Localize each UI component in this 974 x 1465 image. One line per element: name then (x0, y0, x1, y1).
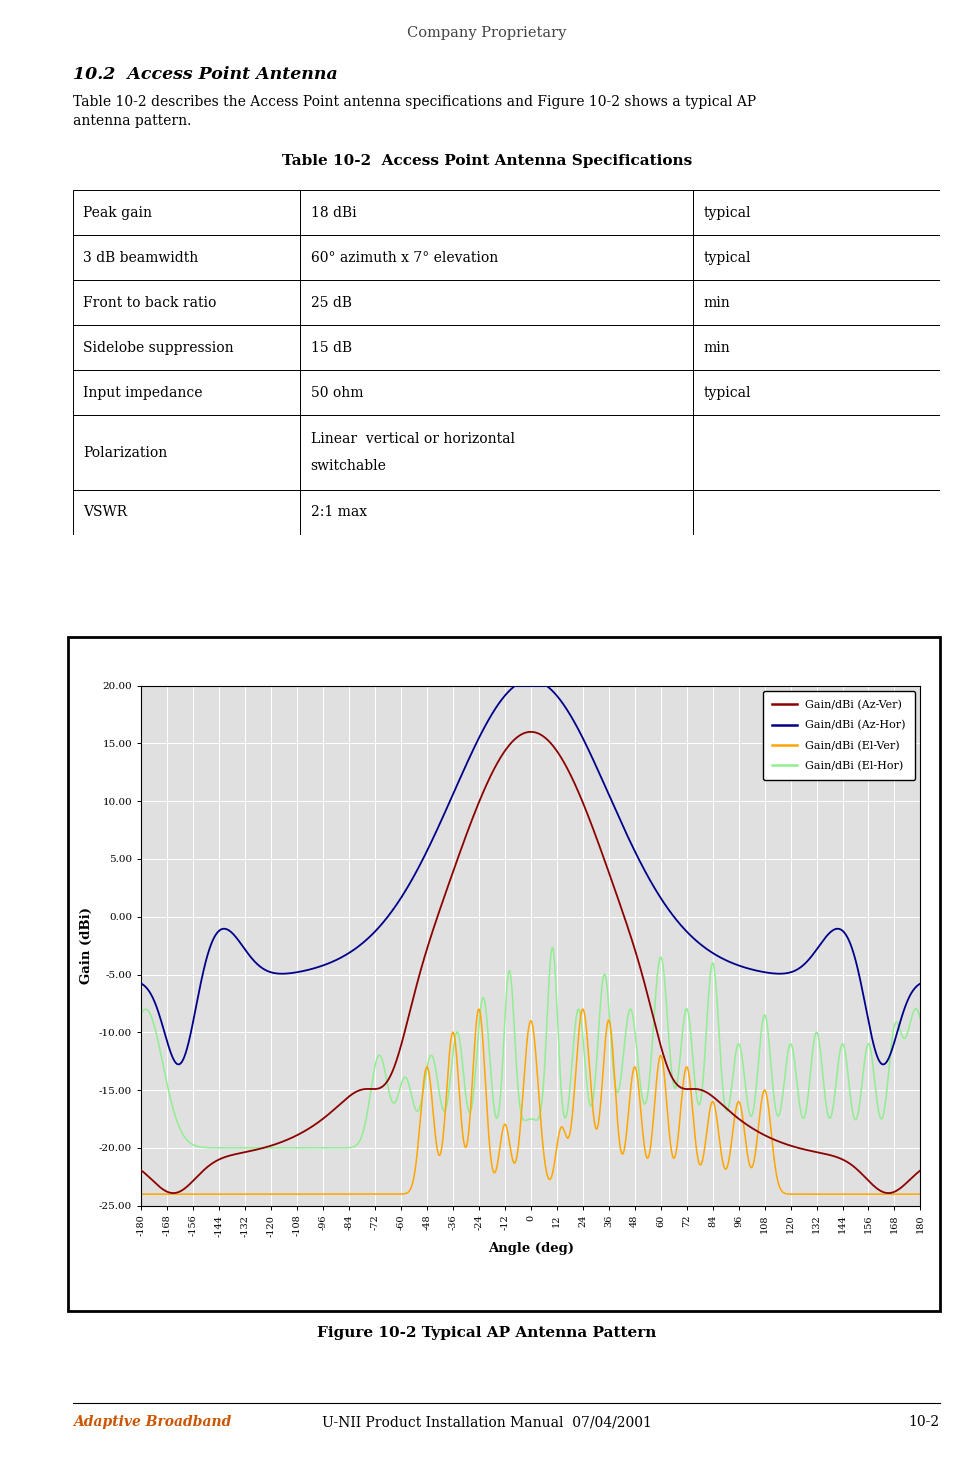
FancyBboxPatch shape (693, 325, 940, 371)
Text: Figure 10-2 Typical AP Antenna Pattern: Figure 10-2 Typical AP Antenna Pattern (318, 1326, 656, 1340)
Text: Front to back ratio: Front to back ratio (84, 296, 217, 311)
Text: Table 10-2  Access Point Antenna Specifications: Table 10-2 Access Point Antenna Specific… (281, 154, 693, 168)
Text: Company Proprietary: Company Proprietary (407, 26, 567, 41)
Text: U-NII Product Installation Manual  07/04/2001: U-NII Product Installation Manual 07/04/… (322, 1415, 652, 1430)
FancyBboxPatch shape (73, 489, 300, 535)
Text: 10-2: 10-2 (909, 1415, 940, 1430)
FancyBboxPatch shape (73, 416, 300, 489)
Text: 25 dB: 25 dB (311, 296, 352, 311)
FancyBboxPatch shape (73, 190, 300, 236)
FancyBboxPatch shape (693, 236, 940, 280)
X-axis label: Angle (deg): Angle (deg) (488, 1242, 574, 1256)
FancyBboxPatch shape (73, 371, 300, 416)
FancyBboxPatch shape (300, 236, 693, 280)
Text: min: min (703, 296, 730, 311)
Text: 2:1 max: 2:1 max (311, 505, 366, 519)
FancyBboxPatch shape (300, 416, 693, 489)
Text: VSWR: VSWR (84, 505, 128, 519)
FancyBboxPatch shape (300, 190, 693, 236)
Text: typical: typical (703, 207, 751, 220)
Text: typical: typical (703, 251, 751, 265)
Text: 15 dB: 15 dB (311, 341, 352, 355)
Text: switchable: switchable (311, 459, 387, 473)
FancyBboxPatch shape (693, 371, 940, 416)
Text: min: min (703, 341, 730, 355)
FancyBboxPatch shape (693, 489, 940, 535)
FancyBboxPatch shape (73, 236, 300, 280)
FancyBboxPatch shape (693, 416, 940, 489)
Text: Sidelobe suppression: Sidelobe suppression (84, 341, 234, 355)
Text: Linear  vertical or horizontal: Linear vertical or horizontal (311, 432, 514, 447)
Text: 10.2  Access Point Antenna: 10.2 Access Point Antenna (73, 66, 338, 84)
FancyBboxPatch shape (693, 190, 940, 236)
Legend: Gain/dBi (Az-Ver), Gain/dBi (Az-Hor), Gain/dBi (El-Ver), Gain/dBi (El-Hor): Gain/dBi (Az-Ver), Gain/dBi (Az-Hor), Ga… (764, 691, 915, 781)
FancyBboxPatch shape (300, 489, 693, 535)
Text: Polarization: Polarization (84, 445, 168, 460)
FancyBboxPatch shape (300, 280, 693, 325)
Text: Input impedance: Input impedance (84, 385, 203, 400)
FancyBboxPatch shape (693, 280, 940, 325)
Text: Table 10-2 describes the Access Point antenna specifications and Figure 10-2 sho: Table 10-2 describes the Access Point an… (73, 95, 756, 127)
FancyBboxPatch shape (300, 371, 693, 416)
Text: typical: typical (703, 385, 751, 400)
Text: 3 dB beamwidth: 3 dB beamwidth (84, 251, 199, 265)
FancyBboxPatch shape (300, 325, 693, 371)
FancyBboxPatch shape (73, 280, 300, 325)
Text: Adaptive Broadband: Adaptive Broadband (73, 1415, 232, 1430)
Text: Peak gain: Peak gain (84, 207, 153, 220)
FancyBboxPatch shape (73, 325, 300, 371)
Text: 50 ohm: 50 ohm (311, 385, 363, 400)
Y-axis label: Gain (dBi): Gain (dBi) (81, 907, 94, 984)
Text: 60° azimuth x 7° elevation: 60° azimuth x 7° elevation (311, 251, 498, 265)
Text: 18 dBi: 18 dBi (311, 207, 356, 220)
